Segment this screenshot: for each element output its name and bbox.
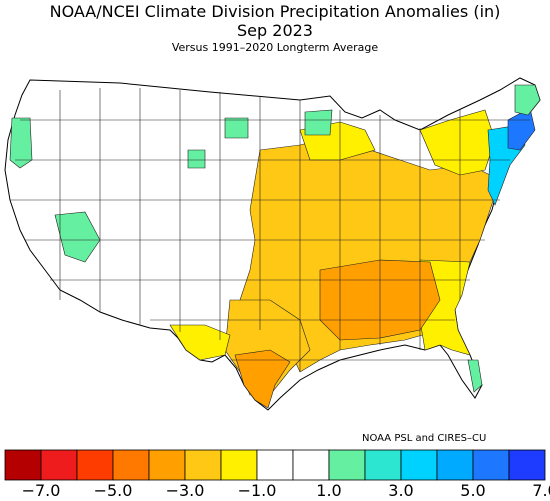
legend-swatch [112,449,150,481]
legend-swatch [4,449,42,481]
region-texas-gulf [234,349,291,409]
legend-swatch [328,449,366,481]
legend-tick-label: −1.0 [237,481,277,500]
legend-tick-label: −5.0 [93,481,133,500]
division-boundaries [10,88,530,372]
legend-swatch [148,449,186,481]
legend-tick-label: −3.0 [165,481,205,500]
legend-swatch [256,449,294,481]
color-legend [4,449,546,481]
us-precip-anomaly-map [4,77,541,411]
map-title: NOAA/NCEI Climate Division Precipitation… [49,2,501,21]
legend-swatch [364,449,402,481]
region-west-texas [169,324,231,361]
credit-text: NOAA PSL and CIRES–CU [362,433,487,444]
legend-tick-label: −7.0 [21,481,61,500]
map-baseline: Versus 1991–2020 Longterm Average [171,41,379,54]
legend-swatch [184,449,222,481]
region-pacific-nw [9,117,33,169]
legend-swatch [436,449,474,481]
region-montana [224,117,249,139]
legend-tick-label: 7.0 [532,481,550,500]
region-maine [514,84,541,116]
legend-tick-label: 3.0 [388,481,414,500]
legend-swatch [292,449,330,481]
legend-swatch [400,449,438,481]
map-period: Sep 2023 [237,21,313,40]
region-south-florida [467,359,483,393]
legend-swatch [220,449,258,481]
region-wyoming-green [187,149,206,169]
legend-tick-label: 1.0 [316,481,342,500]
legend-swatch [76,449,114,481]
legend-swatch [472,449,510,481]
region-nevada [54,211,101,263]
region-minnesota [304,109,333,136]
legend-swatch [40,449,78,481]
legend-swatch [508,449,546,481]
legend-tick-label: 5.0 [460,481,486,500]
